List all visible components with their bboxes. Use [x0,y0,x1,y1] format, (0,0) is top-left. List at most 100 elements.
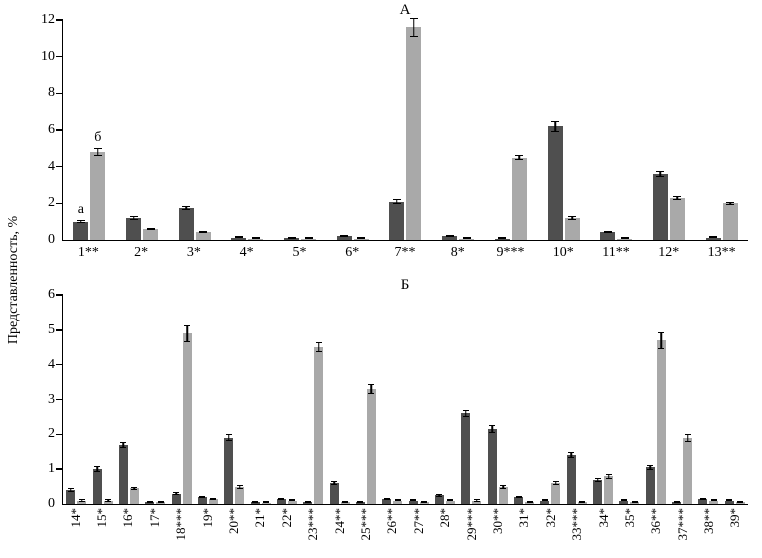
bar-column [103,295,113,504]
bar-column [498,295,508,504]
x-tick-cell: 28* [431,505,457,553]
bar-column [129,295,139,504]
error-bar [526,500,533,503]
bar-group-6* [326,20,379,240]
error-bar [278,497,285,500]
bar-column [705,20,721,240]
bar-annotation-а: а [77,202,84,218]
bar-series-а-18*** [171,493,181,504]
bar-series-б-17* [156,502,166,504]
x-tick-cell: 30** [484,505,510,553]
bar-series-б-22* [287,500,297,504]
bar-series-а-39* [724,500,734,504]
error-bar [252,500,259,503]
x-tick-cell: 3* [168,241,221,263]
error-bar [94,466,101,472]
x-tick-cell: 14* [62,505,88,553]
bar-group-10* [537,20,590,240]
x-axis-labels-b: 14* 15* 16* 17* 18*** 19* 20** 21* 22* 23*** 24** 2… [62,505,748,553]
x-tick-label: 1** [77,245,99,260]
bar-group-37*** [669,295,695,504]
bar-group-12* [643,20,696,240]
y-tick-mark [56,129,63,131]
x-tick-cell: 35* [616,505,642,553]
bar-series-а-25*** [355,502,365,504]
error-bar [289,499,296,502]
error-bar [78,499,85,502]
bar-column [406,18,422,240]
bar-series-а-16* [118,444,128,504]
bar-series-а-7** [389,201,405,240]
y-tick-label: 6 [48,122,55,137]
x-tick-cell: 9*** [484,241,537,263]
bar-group-29*** [458,295,484,504]
y-tick-mark [56,468,63,470]
x-tick-label: 5* [292,245,307,260]
bar-column [445,295,455,504]
x-tick-label: 29*** [463,508,479,541]
bar-column [156,295,166,504]
x-tick-label: 22* [278,508,294,528]
bar-column [442,20,458,240]
error-bar [489,424,496,434]
error-bar [368,383,375,395]
bar-column [722,20,738,240]
y-tick-label: 2 [48,195,55,211]
x-tick-label: 39* [727,508,743,528]
bar-column [231,20,247,240]
bar-series-б-34* [604,476,614,504]
error-bar [263,501,270,504]
bar-column: б [90,20,106,240]
bar-series-а-30** [487,429,497,504]
x-tick-label: 14* [67,508,83,528]
y-tick-mark [56,363,63,366]
x-tick-label: 21* [252,508,268,528]
y-tick-label: 4 [48,356,55,372]
error-bar [146,500,153,503]
x-tick-cell: 38** [695,505,721,553]
y-tick-label: 4 [48,158,55,174]
y-tick-mark [56,202,63,205]
bar-column [511,20,527,240]
error-bar [673,195,682,201]
error-bar [726,201,735,206]
bar-series-а-24** [329,483,339,504]
x-tick-cell: 18*** [168,505,194,553]
bar-series-а-28* [434,495,444,504]
x-tick-label: 36** [648,508,664,534]
error-bar [234,236,243,239]
bar-series-а-17* [145,502,155,504]
x-tick-cell: 12* [642,241,695,263]
bar-series-б-7** [406,27,422,240]
bar-group-16* [116,295,142,504]
bar-group-19* [195,295,221,504]
bar-column [672,295,682,504]
error-bar [225,434,232,442]
error-bar [447,499,454,502]
x-tick-label: 19* [199,508,215,528]
x-tick-label: 34* [595,508,611,528]
bar-series-б-13** [722,203,738,240]
bar-column [224,295,234,504]
x-tick-label: 28* [437,508,453,528]
bar-group-18*** [168,295,194,504]
bar-group-28* [432,295,458,504]
y-tick-label: 2 [48,426,55,442]
bar-series-б-2* [143,229,159,240]
bar-series-а-38** [698,498,708,504]
error-bar [473,499,480,502]
x-tick-cell: 11** [590,241,643,263]
bar-series-а-27** [408,500,418,504]
error-bar [605,473,612,479]
bar-column [355,295,365,504]
bar-series-а-21* [250,502,260,504]
x-tick-cell: 7** [379,241,432,263]
bar-column [419,295,429,504]
error-bar [500,484,507,489]
bar-series-а-2* [126,218,142,240]
bar-series-б-9*** [511,157,527,240]
error-bar [357,236,366,239]
bar-series-б-26** [393,500,403,504]
x-tick-cell: 10* [537,241,590,263]
